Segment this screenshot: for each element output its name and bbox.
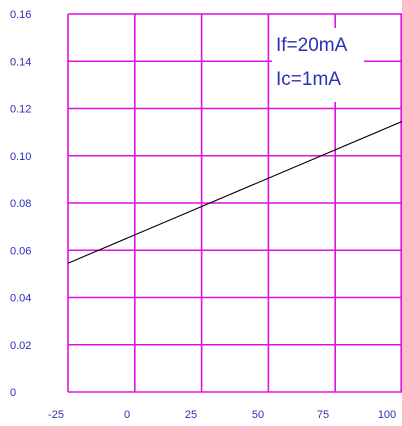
y-tick-label: 0.08 [10,198,31,210]
grid [67,13,402,393]
annotation-box [272,28,364,102]
annotation-if: If=20mA [276,35,348,56]
y-tick-label: 0.04 [10,293,31,305]
y-tick-label: 0 [10,387,16,399]
x-tick-label: -25 [48,409,64,421]
y-tick-label: 0.16 [10,9,31,21]
y-tick-label: 0.14 [10,56,31,68]
x-tick-label: 25 [185,409,197,421]
x-tick-label: 50 [252,409,264,421]
annotation-ic: Ic=1mA [276,69,341,90]
x-tick-label: 100 [378,409,396,421]
y-axis-ticks: 0 0.02 0.04 0.06 0.08 0.10 0.12 0.14 0.16 [10,9,31,399]
y-tick-label: 0.10 [10,151,31,163]
x-tick-label: 75 [317,409,329,421]
x-tick-label: 0 [124,409,130,421]
series-line [67,120,402,264]
y-tick-label: 0.02 [10,340,31,352]
x-axis-ticks: -25 0 25 50 75 100 [48,409,396,421]
y-tick-label: 0.12 [10,104,31,116]
y-tick-label: 0.06 [10,245,31,257]
series [67,120,402,264]
